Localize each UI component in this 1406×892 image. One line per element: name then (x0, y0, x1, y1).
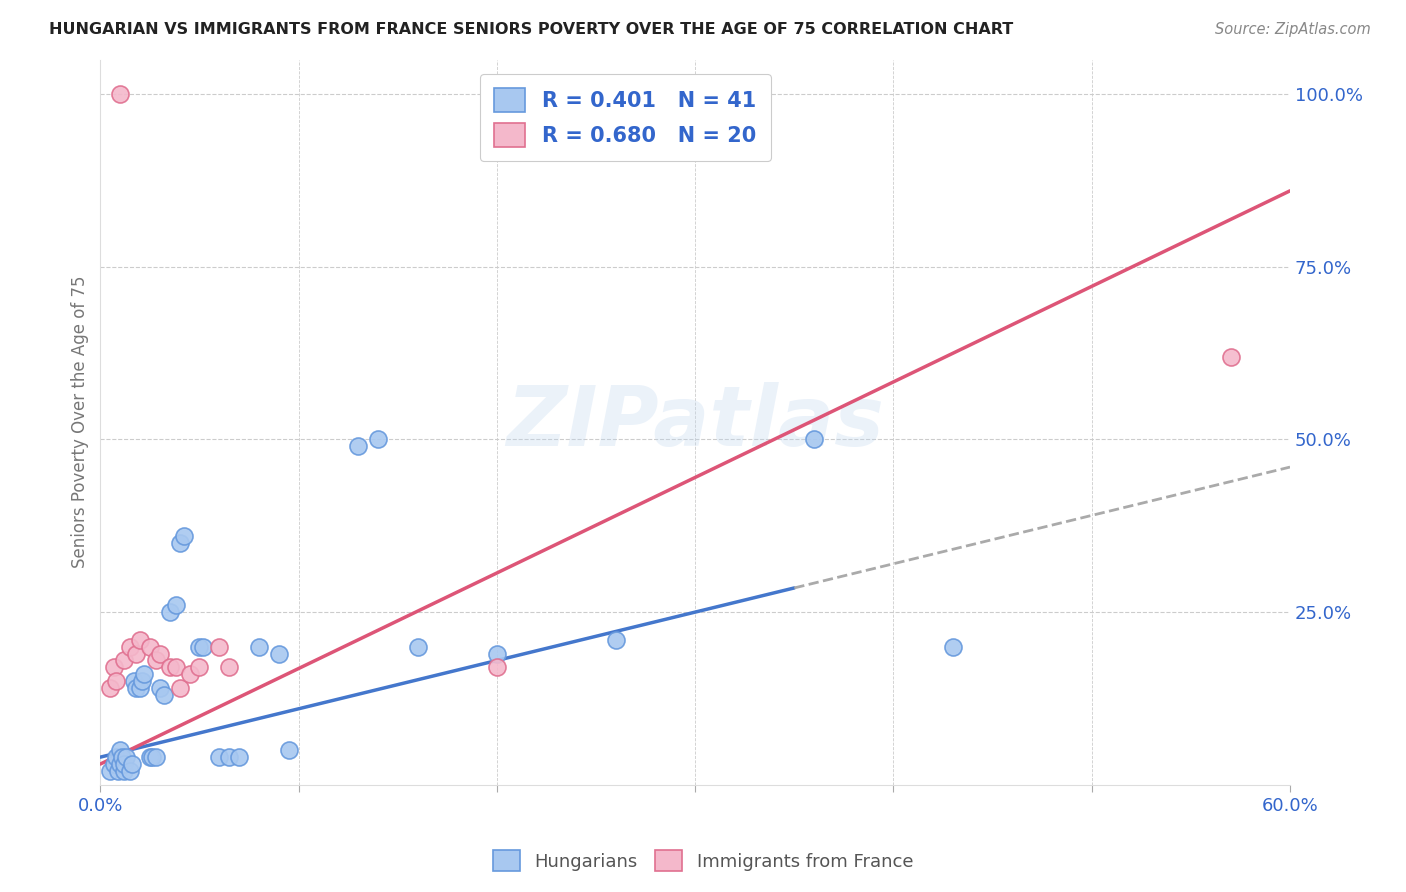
Point (208, 750, 231, 764)
Point (367, 433, 389, 447)
Point (125, 647, 148, 661)
Point (103, 757, 125, 772)
Point (153, 688, 176, 702)
Point (105, 750, 128, 764)
Point (1219, 350, 1241, 364)
Point (169, 681, 191, 695)
Point (165, 598, 187, 612)
Point (406, 640, 429, 654)
Point (159, 605, 181, 619)
Text: HUNGARIAN VS IMMIGRANTS FROM FRANCE SENIORS POVERTY OVER THE AGE OF 75 CORRELATI: HUNGARIAN VS IMMIGRANTS FROM FRANCE SENI… (49, 22, 1014, 37)
Legend: Hungarians, Immigrants from France: Hungarians, Immigrants from France (485, 843, 921, 879)
Point (98, 681, 121, 695)
Point (139, 750, 162, 764)
Text: Source: ZipAtlas.com: Source: ZipAtlas.com (1215, 22, 1371, 37)
Point (188, 660, 211, 674)
Point (141, 750, 163, 764)
Point (228, 750, 250, 764)
Point (112, 757, 135, 772)
Point (112, 653, 135, 667)
Point (149, 681, 172, 695)
Point (120, 640, 142, 654)
Point (145, 750, 167, 764)
Point (347, 439, 370, 453)
Point (112, 764, 135, 778)
Point (98, 764, 121, 778)
Point (149, 647, 172, 661)
Point (122, 674, 145, 689)
Point (108, 87, 131, 102)
Point (120, 764, 142, 778)
Point (188, 640, 211, 654)
Y-axis label: Seniors Poverty Over the Age of 75: Seniors Poverty Over the Age of 75 (72, 276, 89, 568)
Point (803, 433, 825, 447)
Point (169, 536, 191, 550)
Point (179, 667, 201, 681)
Point (485, 660, 508, 674)
Point (247, 640, 270, 654)
Point (208, 640, 231, 654)
Point (267, 647, 290, 661)
Point (115, 750, 138, 764)
Point (145, 653, 167, 667)
Text: ZIPatlas: ZIPatlas (506, 382, 884, 463)
Legend: R = 0.401   N = 41, R = 0.680   N = 20: R = 0.401 N = 41, R = 0.680 N = 20 (479, 74, 770, 161)
Point (165, 660, 187, 674)
Point (108, 743, 131, 757)
Point (107, 764, 129, 778)
Point (132, 667, 155, 681)
Point (218, 660, 240, 674)
Point (159, 660, 181, 674)
Point (105, 674, 128, 689)
Point (121, 757, 143, 772)
Point (485, 647, 508, 661)
Point (942, 640, 965, 654)
Point (605, 632, 627, 647)
Point (125, 681, 148, 695)
Point (103, 660, 125, 674)
Point (111, 750, 134, 764)
Point (108, 757, 131, 772)
Point (139, 640, 162, 654)
Point (173, 529, 195, 543)
Point (218, 750, 240, 764)
Point (129, 681, 152, 695)
Point (131, 674, 153, 689)
Point (277, 743, 299, 757)
Point (129, 632, 152, 647)
Point (193, 640, 215, 654)
